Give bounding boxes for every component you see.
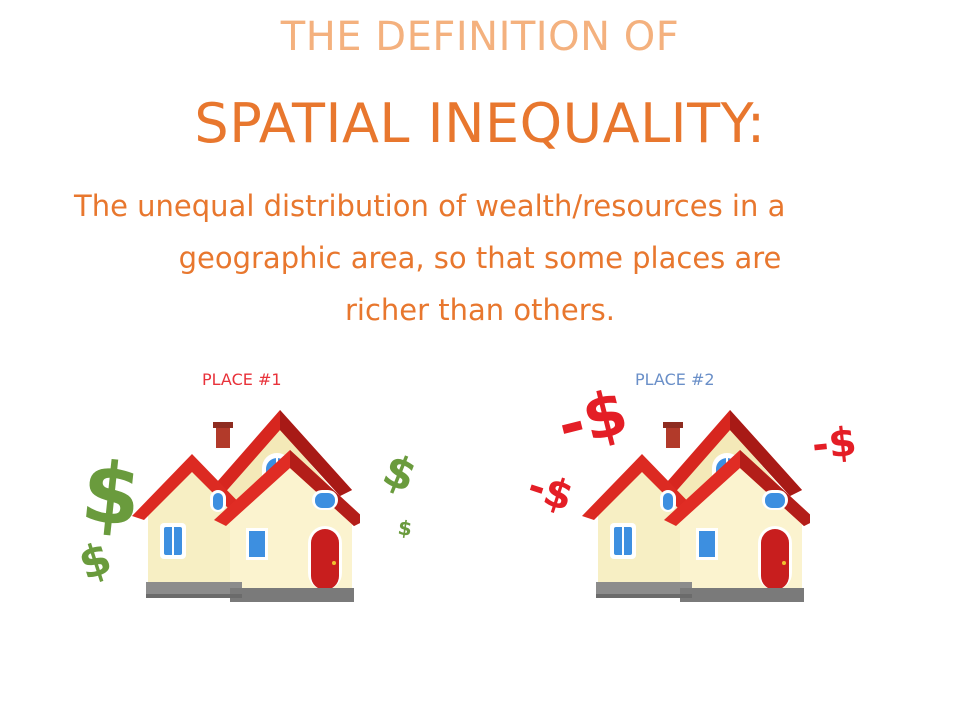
- minus-dollar-icon: -$: [521, 463, 579, 521]
- definition-text: The unequal distribution of wealth/resou…: [60, 180, 900, 336]
- dollar-sign-icon: $: [72, 532, 118, 591]
- minus-dollar-icon: -$: [809, 418, 859, 470]
- place-2-label: PLACE #2: [635, 370, 715, 389]
- slide-kicker: THE DEFINITION OF: [280, 14, 680, 60]
- dollar-sign-icon: $: [375, 444, 424, 503]
- dollar-sign-icon: $: [77, 442, 146, 546]
- house-icon: [132, 410, 360, 602]
- definition-line: geographic area, so that some places are: [178, 241, 782, 275]
- definition-line: The unequal distribution of wealth/resou…: [74, 189, 786, 223]
- slide-title: SPATIAL INEQUALITY:: [194, 92, 766, 155]
- minus-dollar-icon: -$: [550, 374, 635, 463]
- definition-line: richer than others.: [345, 293, 615, 327]
- place-1-label: PLACE #1: [202, 370, 282, 389]
- dollar-sign-icon: $: [396, 515, 414, 541]
- house-icon: [582, 410, 810, 602]
